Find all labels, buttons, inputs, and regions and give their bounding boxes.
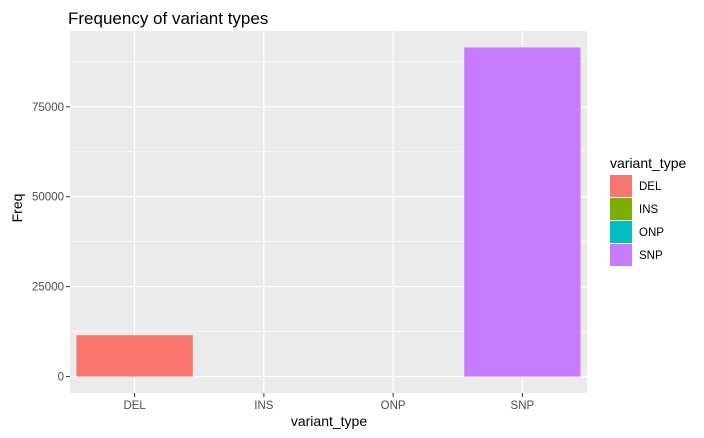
bars [76,47,581,377]
legend-label-onp: ONP [639,227,664,239]
legend-label-del: DEL [639,181,662,193]
y-axis-title: Freq [9,194,25,223]
y-axis: 0 25000 50000 75000 [32,102,70,384]
legend-items: DEL INS ONP SNP [610,175,664,266]
y-tick-label: 75000 [32,102,64,114]
x-axis-title: variant_type [291,413,367,429]
y-tick-label: 0 [58,372,64,384]
legend-swatch-snp [610,244,632,266]
x-axis: DEL INS ONP SNP [123,393,535,412]
legend-swatch-ins [610,198,632,220]
chart-title: Frequency of variant types [68,9,268,28]
legend-swatch-del [610,175,632,197]
y-tick-label: 25000 [32,282,64,294]
legend-title: variant_type [610,155,686,171]
x-tick-label: ONP [381,400,406,412]
legend-label-snp: SNP [639,250,663,262]
legend: variant_type DEL INS ONP SNP [610,155,686,266]
bar-snp [464,47,581,377]
x-tick-label: SNP [511,400,535,412]
legend-swatch-onp [610,221,632,243]
y-tick-label: 50000 [32,192,64,204]
x-tick-label: DEL [123,400,146,412]
bar-del [76,335,193,377]
x-tick-label: INS [254,400,274,412]
legend-label-ins: INS [639,204,659,216]
